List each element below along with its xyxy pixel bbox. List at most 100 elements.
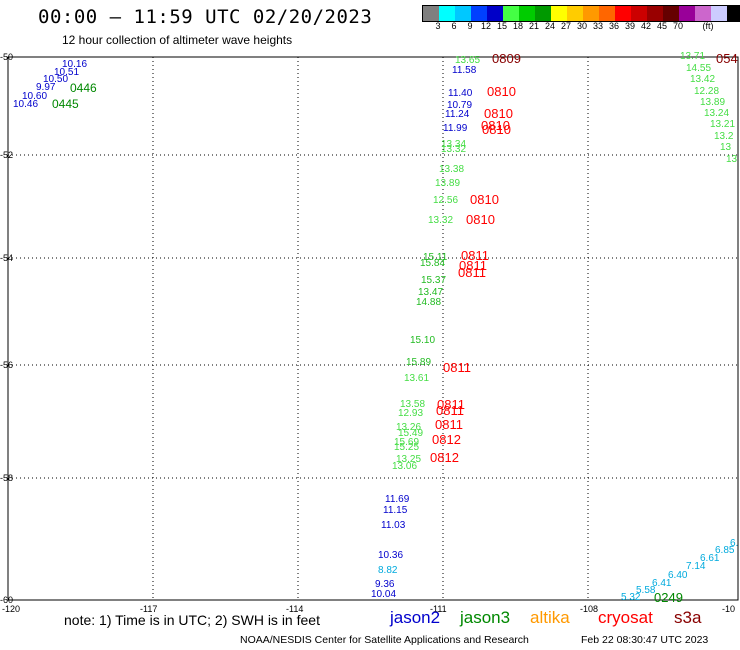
- lat-label-0: -50: [0, 52, 13, 62]
- left-value-5: 10.46: [13, 99, 38, 110]
- track-value-14: 13.61: [404, 373, 429, 384]
- bottom-right-value-1: 6.85: [715, 545, 735, 556]
- scale-tick-45: 45: [656, 21, 667, 31]
- track-time-9: 0811: [458, 265, 486, 280]
- credit-line: NOAA/NESDIS Center for Satellite Applica…: [240, 634, 529, 646]
- track-time-15: 0812: [430, 450, 459, 465]
- left-value-1: 10.51: [54, 67, 79, 78]
- track-value-10: 13.47: [418, 287, 443, 298]
- track-value-4: 13.89: [435, 178, 460, 189]
- scale-swatch-4: [487, 6, 503, 21]
- track-blue-value-1: 11.40: [448, 88, 473, 99]
- track-value-1: 13.34: [441, 139, 466, 150]
- right-edge-value-2: 13.42: [690, 74, 715, 85]
- right-edge-value-5: 13.24: [704, 108, 729, 119]
- scale-swatch-16: [679, 6, 695, 21]
- scale-tick-24: 24: [544, 21, 555, 31]
- axis-labels: -120 -117 -114 -111 -108 -10 -50 -52 -54 -56 -58 -6…: [0, 52, 735, 614]
- track-value-11: 14.88: [416, 297, 441, 308]
- track-time-6: 0810: [466, 212, 495, 227]
- track-time-11: 0811: [437, 397, 465, 412]
- scale-tick-70: 70: [672, 21, 683, 31]
- lat-label-2: -54: [0, 253, 13, 263]
- bottom-right-value-3: 7.14: [686, 561, 706, 572]
- lat-label-1: -52: [0, 150, 13, 160]
- scale-swatch-15: [663, 6, 679, 21]
- south-value-3: 10.36: [378, 550, 403, 561]
- track-value-19: 15.69: [394, 437, 419, 448]
- lon-label-0: -120: [2, 604, 20, 614]
- wave-height-color-scale: [422, 5, 740, 22]
- right-edge-value-3: 12.28: [694, 86, 719, 97]
- left-value-4: 10.60: [22, 91, 47, 102]
- track-time-5: 0810: [470, 192, 499, 207]
- scale-tick-39: 39: [624, 21, 635, 31]
- legend-cryosat: cryosat: [598, 608, 653, 627]
- track-time-1: 0810: [487, 84, 516, 99]
- track-value-5: 12.56: [433, 195, 458, 206]
- bottom-right-value-6: 5.58: [636, 585, 656, 596]
- right-edge-value-0: 13.71: [680, 51, 705, 62]
- scale-swatch-0: [423, 6, 439, 21]
- lat-lon-grid: [8, 57, 738, 600]
- lon-label-2: -114: [286, 604, 303, 614]
- track-time-8: 0811: [459, 258, 487, 273]
- footer-note: note: 1) Time is in UTC; 2) SWH is in fe…: [64, 612, 320, 628]
- scale-swatch-19: [727, 6, 740, 21]
- scale-unit: (ft): [702, 21, 714, 31]
- scale-swatch-18: [711, 6, 727, 21]
- track-value-16: 12.93: [398, 408, 423, 419]
- scale-swatch-3: [471, 6, 487, 21]
- track-time-7: 0811: [461, 248, 489, 263]
- legend-altika: altika: [530, 608, 570, 627]
- track-time-14: 0812: [432, 432, 461, 447]
- track-value-8: 15.84: [420, 258, 445, 269]
- left-time-1: 0445: [52, 97, 79, 111]
- scale-tick-15: 15: [496, 21, 507, 31]
- bottom-right-value-2: 6.61: [700, 553, 720, 564]
- scale-tick-3: 3: [435, 21, 441, 31]
- scale-swatch-11: [599, 6, 615, 21]
- track-time-3: 0810: [481, 118, 510, 133]
- scale-swatch-1: [439, 6, 455, 21]
- map-frame: [7, 56, 739, 601]
- scale-swatch-14: [647, 6, 663, 21]
- south-value-4: 8.82: [378, 565, 398, 576]
- lon-label-4: -108: [580, 604, 598, 614]
- scale-tick-42: 42: [640, 21, 651, 31]
- lon-label-1: -117: [140, 604, 157, 614]
- track-value-9: 15.37: [421, 275, 446, 286]
- scale-tick-9: 9: [467, 21, 473, 31]
- track-value-21: 13.25: [396, 454, 421, 465]
- bottom-right-value-4: 6.40: [668, 570, 688, 581]
- scale-tick-36: 36: [608, 21, 619, 31]
- track-value-12: 15.10: [410, 335, 435, 346]
- track-time-4: 0810: [482, 122, 511, 137]
- track-value-2: 13.32: [441, 144, 466, 155]
- lat-label-3: -56: [0, 360, 13, 370]
- map-title: 00:00 – 11:59 UTC 02/20/2023: [38, 6, 373, 28]
- bottom-right-value-7: 5.32: [621, 592, 641, 603]
- track-blue-value-0: 11.58: [452, 65, 477, 76]
- scale-tick-21: 21: [528, 21, 539, 31]
- scale-swatch-2: [455, 6, 471, 21]
- bottom-right-value-5: 6.41: [652, 578, 672, 589]
- scale-swatch-5: [503, 6, 519, 21]
- right-edge-time: 054: [716, 51, 738, 66]
- right-edge-value-8: 13: [720, 142, 732, 153]
- south-value-6: 10.04: [371, 589, 396, 600]
- scale-tick-18: 18: [512, 21, 523, 31]
- track-blue-value-4: 11.99: [443, 123, 468, 134]
- legend-jason2: jason2: [390, 608, 441, 627]
- south-value-5: 9.36: [375, 579, 395, 590]
- track-value-7: 15.11: [423, 252, 448, 263]
- track-value-17: 13.26: [396, 422, 421, 433]
- right-edge-value-9: 13: [726, 154, 738, 165]
- lat-label-5: -60: [0, 595, 13, 605]
- track-value-0: 13.65: [455, 55, 480, 66]
- track-time-10: 0811: [443, 360, 471, 375]
- scale-swatch-10: [583, 6, 599, 21]
- scale-swatch-9: [567, 6, 583, 21]
- right-edge-value-4: 13.89: [700, 97, 725, 108]
